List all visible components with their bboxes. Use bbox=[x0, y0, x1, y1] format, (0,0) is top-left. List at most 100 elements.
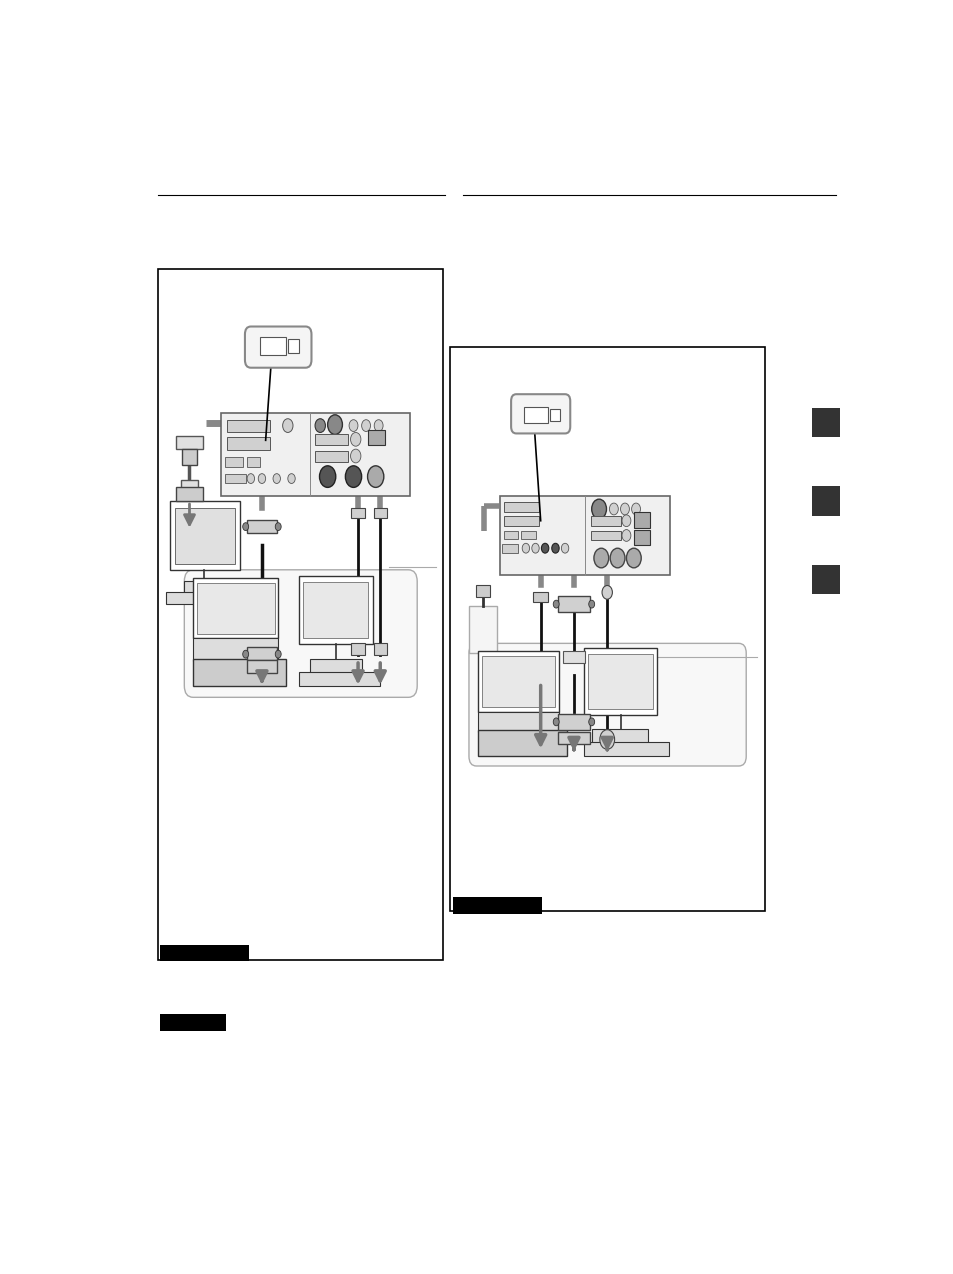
Circle shape bbox=[560, 543, 568, 553]
Bar bbox=[477, 651, 558, 712]
FancyBboxPatch shape bbox=[245, 326, 311, 368]
Circle shape bbox=[609, 503, 618, 515]
Circle shape bbox=[599, 680, 614, 701]
Circle shape bbox=[247, 474, 254, 483]
Bar bbox=[811, 487, 840, 516]
Circle shape bbox=[601, 586, 612, 599]
Bar bbox=[558, 731, 590, 744]
Bar bbox=[503, 502, 538, 512]
Circle shape bbox=[327, 415, 342, 434]
Bar bbox=[450, 347, 764, 911]
Circle shape bbox=[275, 650, 281, 659]
Circle shape bbox=[588, 600, 594, 608]
Circle shape bbox=[314, 419, 325, 432]
Bar bbox=[633, 512, 649, 527]
Bar bbox=[562, 651, 584, 662]
Bar bbox=[225, 457, 243, 466]
Bar bbox=[374, 643, 387, 655]
FancyBboxPatch shape bbox=[511, 394, 570, 433]
Bar bbox=[166, 592, 247, 604]
Bar bbox=[368, 429, 384, 445]
Bar bbox=[558, 596, 590, 612]
Bar bbox=[158, 269, 442, 961]
Bar bbox=[303, 581, 368, 638]
Bar bbox=[196, 582, 274, 633]
Bar bbox=[477, 730, 566, 757]
Bar bbox=[247, 520, 276, 533]
Bar bbox=[481, 656, 555, 707]
Bar bbox=[503, 530, 518, 539]
Bar bbox=[811, 408, 840, 437]
Circle shape bbox=[319, 466, 335, 488]
Bar bbox=[174, 508, 234, 564]
Bar bbox=[227, 437, 270, 450]
Bar bbox=[558, 713, 590, 730]
Bar bbox=[374, 508, 387, 517]
Bar bbox=[288, 339, 298, 353]
Bar bbox=[227, 419, 270, 432]
Bar bbox=[469, 606, 497, 654]
Circle shape bbox=[541, 543, 548, 553]
Bar bbox=[184, 581, 225, 594]
Circle shape bbox=[621, 515, 630, 526]
Circle shape bbox=[282, 419, 293, 432]
Circle shape bbox=[242, 650, 249, 659]
Circle shape bbox=[621, 530, 630, 541]
Circle shape bbox=[551, 543, 558, 553]
Bar bbox=[592, 729, 647, 744]
Bar bbox=[314, 434, 348, 445]
Circle shape bbox=[242, 522, 249, 530]
Bar bbox=[351, 643, 365, 655]
Circle shape bbox=[288, 474, 294, 483]
Bar bbox=[590, 516, 619, 526]
Bar bbox=[247, 457, 260, 466]
Bar bbox=[176, 488, 203, 501]
Bar bbox=[182, 450, 196, 465]
Bar bbox=[520, 530, 535, 539]
Bar bbox=[310, 659, 361, 673]
Bar bbox=[590, 530, 619, 540]
Bar bbox=[193, 659, 285, 685]
Circle shape bbox=[361, 419, 370, 432]
Circle shape bbox=[610, 548, 624, 568]
FancyBboxPatch shape bbox=[469, 643, 745, 766]
FancyBboxPatch shape bbox=[184, 569, 416, 697]
Bar bbox=[503, 516, 538, 526]
Bar bbox=[583, 743, 668, 757]
Circle shape bbox=[553, 719, 558, 726]
Bar bbox=[587, 654, 653, 710]
Circle shape bbox=[588, 719, 594, 726]
Bar bbox=[193, 577, 278, 638]
Bar bbox=[533, 592, 547, 603]
Circle shape bbox=[531, 543, 538, 553]
Bar bbox=[160, 1014, 226, 1031]
Bar bbox=[501, 544, 518, 553]
Circle shape bbox=[626, 548, 640, 568]
Bar bbox=[476, 586, 490, 598]
Bar bbox=[533, 666, 547, 678]
Bar bbox=[524, 406, 547, 423]
Bar bbox=[170, 501, 239, 569]
Circle shape bbox=[591, 499, 606, 519]
Bar bbox=[247, 660, 276, 673]
Circle shape bbox=[273, 474, 280, 483]
Bar bbox=[314, 451, 348, 462]
Bar bbox=[549, 409, 559, 420]
Bar bbox=[193, 638, 278, 661]
Circle shape bbox=[345, 466, 361, 488]
Circle shape bbox=[350, 450, 360, 462]
Bar bbox=[477, 712, 558, 731]
Bar bbox=[259, 338, 285, 355]
Bar bbox=[633, 530, 649, 545]
Bar bbox=[499, 496, 669, 575]
Bar bbox=[811, 564, 840, 594]
Bar bbox=[225, 474, 246, 483]
Circle shape bbox=[553, 600, 558, 608]
Bar bbox=[221, 413, 410, 496]
Circle shape bbox=[594, 548, 608, 568]
Bar bbox=[351, 508, 365, 517]
Bar bbox=[298, 576, 373, 645]
Circle shape bbox=[349, 419, 357, 432]
Bar bbox=[160, 944, 249, 961]
Circle shape bbox=[367, 466, 383, 488]
